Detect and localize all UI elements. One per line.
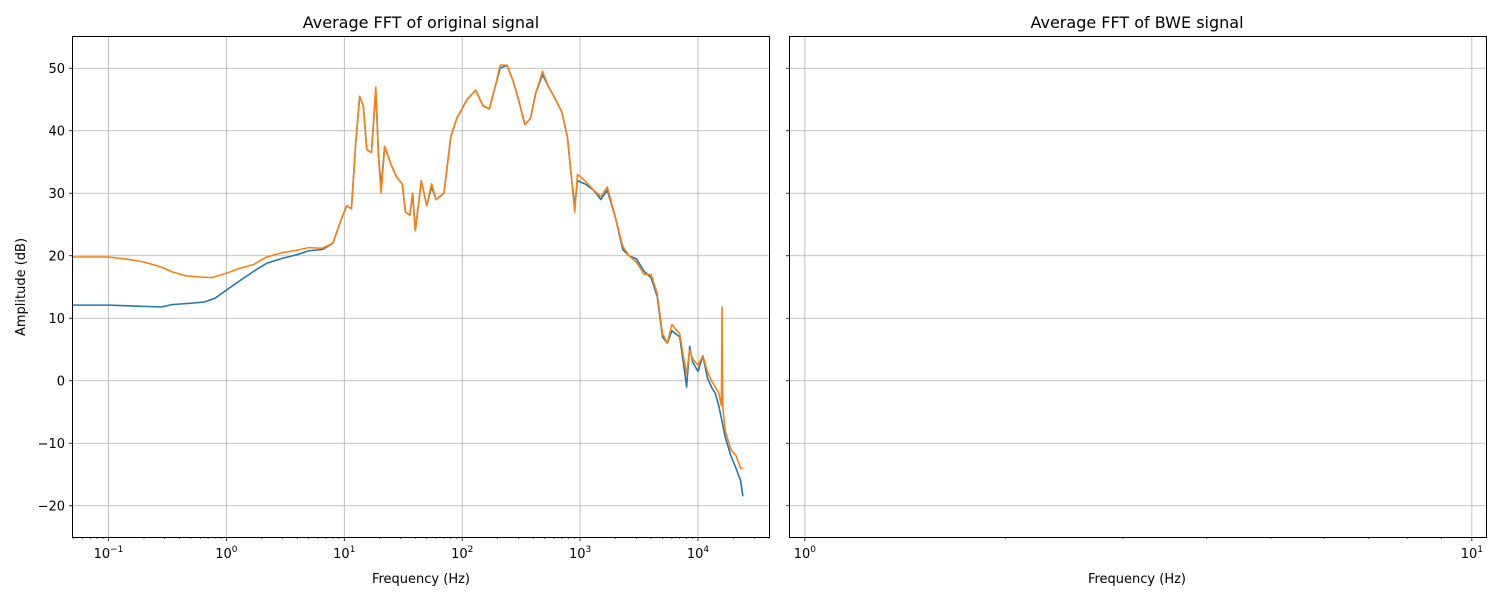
right-plot-frame (789, 36, 1487, 538)
x-tick-label: 101 (1461, 545, 1483, 562)
left-plot-frame (72, 36, 770, 538)
left-chart-title: Average FFT of original signal (303, 13, 540, 32)
series-line-2 (73, 64, 743, 470)
x-tick-label: 100 (215, 545, 238, 562)
right-subplot: Average FFT of BWE signal 100 101 Frequen… (786, 13, 1487, 587)
y-tick-label: 50 (48, 62, 65, 77)
x-tick-label: 104 (687, 545, 710, 562)
right-chart-title: Average FFT of BWE signal (1030, 13, 1243, 32)
x-tick-label: 103 (569, 545, 591, 562)
y-tick-label: 10 (48, 312, 65, 327)
right-x-axis-label: Frequency (Hz) (1088, 572, 1186, 587)
left-y-axis-label: Amplitude (dB) (14, 238, 29, 336)
y-tick-label: 30 (48, 187, 65, 202)
x-tick-label: 102 (451, 545, 473, 562)
y-tick-label: 0 (57, 374, 65, 389)
y-tick-label: −10 (38, 437, 65, 452)
left-grid (73, 37, 769, 537)
right-grid (790, 37, 1486, 537)
y-tick-label: 20 (48, 249, 65, 264)
left-subplot: Average FFT of original signal 10−1 100 10… (14, 13, 770, 587)
y-tick-label: 40 (48, 124, 65, 139)
left-x-axis-label: Frequency (Hz) (372, 572, 470, 587)
x-tick-label: 101 (333, 545, 355, 562)
x-tick-label: 100 (794, 545, 817, 562)
x-tick-label: 10−1 (94, 545, 124, 562)
y-tick-label: −20 (38, 499, 65, 514)
left-series-group (73, 64, 744, 497)
